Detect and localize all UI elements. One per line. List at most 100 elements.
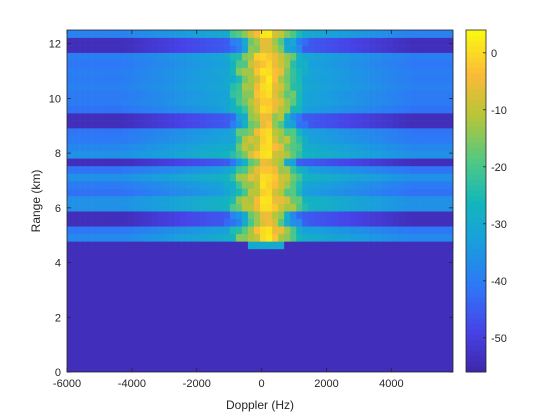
heatmap-cell: [97, 241, 104, 250]
heatmap-cell: [91, 105, 98, 114]
heatmap-cell: [296, 196, 303, 204]
heatmap-cell: [266, 150, 273, 159]
heatmap-cell: [374, 226, 381, 235]
heatmap-cell: [205, 173, 213, 182]
heatmap-cell: [416, 158, 424, 167]
heatmap-cell: [416, 241, 424, 250]
heatmap-cell: [374, 143, 381, 152]
heatmap-cell: [356, 128, 363, 136]
heatmap-cell: [241, 158, 249, 167]
heatmap-cell: [121, 60, 128, 69]
heatmap-cell: [175, 105, 182, 114]
heatmap-cell: [440, 150, 448, 159]
heatmap-cell: [205, 90, 213, 99]
colorbar-segment: [466, 174, 486, 181]
colorbar-segment: [466, 72, 486, 79]
heatmap-cell: [302, 233, 309, 242]
heatmap-cell: [290, 37, 297, 46]
heatmap-cell: [229, 233, 237, 242]
heatmap-cell: [253, 128, 261, 136]
heatmap-cell: [103, 226, 110, 235]
heatmap-cell: [241, 218, 249, 227]
heatmap-cell: [404, 143, 412, 152]
heatmap-cell: [169, 120, 176, 129]
heatmap-cell: [332, 128, 339, 136]
heatmap-cell: [127, 90, 134, 99]
heatmap-cell: [175, 90, 182, 99]
heatmap-cell: [91, 45, 98, 53]
heatmap-cell: [175, 241, 182, 250]
heatmap-cell: [223, 75, 231, 84]
heatmap-cell: [434, 52, 442, 61]
heatmap-cell: [350, 218, 357, 227]
heatmap-cell: [350, 180, 357, 189]
heatmap-cell: [350, 45, 357, 53]
heatmap-cell: [193, 67, 200, 76]
heatmap-cell: [356, 143, 363, 152]
heatmap-cell: [260, 120, 267, 129]
heatmap-cell: [229, 226, 237, 235]
heatmap-cell: [157, 188, 164, 197]
heatmap-cell: [320, 82, 327, 91]
heatmap-cell: [416, 226, 424, 235]
heatmap-cell: [157, 75, 164, 84]
heatmap-cell: [199, 30, 207, 38]
heatmap-cell: [145, 158, 152, 167]
heatmap-cell: [320, 135, 327, 144]
heatmap-cell: [91, 241, 98, 250]
heatmap-cell: [121, 211, 128, 219]
heatmap-cell: [253, 150, 261, 159]
colorbar-segment: [466, 94, 486, 100]
heatmap-cell: [428, 45, 436, 53]
heatmap-cell: [193, 113, 200, 121]
heatmap-cell: [253, 211, 261, 219]
heatmap-cell: [223, 173, 231, 182]
heatmap-cell: [380, 150, 387, 159]
colorbar-segment: [466, 291, 486, 298]
heatmap-cell: [139, 67, 146, 76]
heatmap-cell: [163, 52, 170, 61]
heatmap-cell: [211, 128, 219, 136]
x-axis-label: Doppler (Hz): [226, 398, 294, 412]
heatmap-cell: [260, 241, 267, 250]
colorbar-segment: [466, 286, 486, 293]
heatmap-cell: [308, 165, 315, 174]
heatmap-cell: [67, 180, 74, 189]
heatmap-cell: [133, 173, 140, 182]
heatmap-cell: [145, 203, 152, 212]
heatmap-cell: [266, 45, 273, 53]
heatmap-cell: [211, 90, 219, 99]
heatmap-cell: [284, 241, 291, 250]
heatmap-cell: [272, 82, 279, 91]
heatmap-cell: [308, 211, 315, 219]
heatmap-cell: [79, 37, 86, 46]
heatmap-cell: [97, 143, 104, 152]
heatmap-cell: [91, 226, 98, 235]
heatmap-cell: [434, 135, 442, 144]
heatmap-cell: [368, 105, 375, 114]
heatmap-cell: [217, 158, 225, 167]
heatmap-cell: [356, 113, 363, 121]
colorbar-segment: [466, 243, 486, 250]
heatmap-cell: [440, 97, 448, 106]
heatmap-cell: [169, 143, 176, 152]
heatmap-cell: [67, 30, 74, 38]
heatmap-cell: [296, 128, 303, 136]
heatmap-cell: [386, 226, 393, 235]
heatmap-cell: [121, 218, 128, 227]
heatmap-cell: [266, 196, 273, 204]
heatmap-cell: [145, 120, 152, 129]
heatmap-cell: [205, 143, 213, 152]
heatmap-cell: [410, 30, 418, 38]
heatmap-cell: [67, 82, 74, 91]
heatmap-cell: [272, 113, 279, 121]
heatmap-cell: [308, 60, 315, 69]
heatmap-cell: [314, 82, 321, 91]
heatmap-cell: [241, 211, 249, 219]
heatmap-cell: [145, 241, 152, 250]
heatmap-cell: [356, 188, 363, 197]
heatmap-cell: [73, 105, 80, 114]
heatmap-cell: [392, 180, 400, 189]
heatmap-cell: [284, 97, 291, 106]
heatmap-cell: [290, 218, 297, 227]
